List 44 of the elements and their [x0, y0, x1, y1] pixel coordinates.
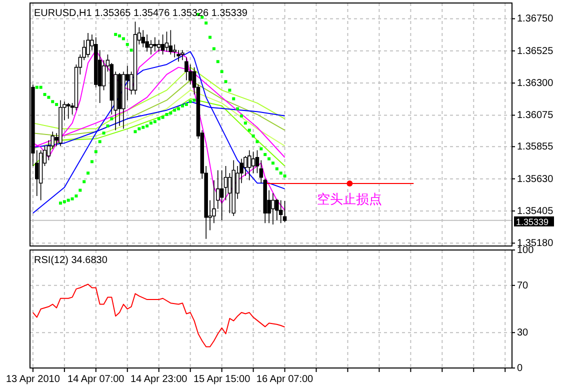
y-tick-label: 1.36525 [517, 46, 554, 57]
y-tick-label: 1.35855 [517, 142, 554, 153]
candlestick [232, 160, 236, 216]
candlestick [141, 30, 145, 48]
x-tick-label: 15 Apr 15:00 [193, 374, 251, 385]
y-tick-label: 0 [517, 363, 523, 374]
candlestick [86, 32, 90, 58]
candlestick [184, 56, 188, 81]
candlestick [278, 200, 283, 224]
annotation: 空头止损点 [317, 192, 382, 207]
candlestick [255, 150, 260, 174]
y-tick-label: 1.36300 [517, 78, 554, 90]
candlestick [160, 34, 165, 55]
candlestick [118, 72, 122, 126]
candlestick [164, 31, 169, 52]
line-series [32, 98, 286, 166]
y-tick-label: 30 [517, 328, 529, 339]
x-tick-label: 16 Apr 07:00 [256, 374, 314, 385]
ref-line-label: 1.35339 [516, 216, 549, 227]
candlestick [133, 21, 138, 95]
candlestick [145, 34, 149, 52]
y-tick-label: 70 [517, 280, 529, 292]
candlestick [38, 150, 43, 201]
x-tick-label: 14 Apr 07:00 [68, 374, 125, 385]
candlestick [271, 192, 275, 225]
candlestick [180, 50, 184, 61]
line-series [32, 66, 286, 130]
y-tick-label: 1.36750 [517, 14, 554, 25]
y-tick-label: 1.36075 [517, 110, 554, 122]
x-tick-label: 14 Apr 23:00 [130, 374, 188, 385]
x-tick-label: 13 Apr 2010 [6, 374, 60, 385]
candlestick [168, 30, 173, 55]
line-series [32, 284, 286, 348]
text: EURUSD,H1 1.35365 1.35476 1.35326 1.35339 [34, 8, 248, 19]
candlestick [58, 100, 62, 146]
candlestick [220, 170, 224, 221]
candlestick [282, 200, 287, 223]
y-tick-label: 1.35405 [517, 206, 554, 217]
candlestick [247, 150, 252, 181]
candlestick [66, 102, 70, 120]
y-tick-label: 1.35630 [517, 174, 554, 185]
candlestick [153, 36, 157, 52]
text: RSI(12) 34.6830 [34, 255, 108, 266]
line-series [32, 90, 286, 150]
